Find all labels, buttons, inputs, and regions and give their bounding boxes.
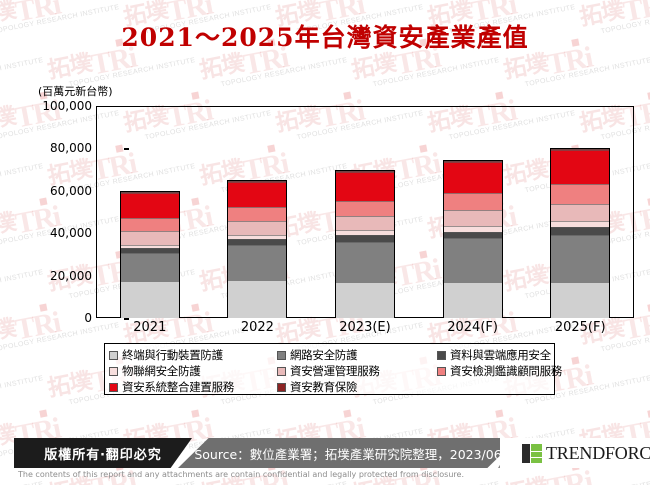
bar-segment[interactable] (336, 235, 394, 242)
y-axis-labels: 100,000 80,000 60,000 40,000 20,000 0 (28, 99, 129, 325)
source-note: Source：數位產業署；拓墣產業研究院整理，2023/06 (178, 438, 518, 468)
bar-segment[interactable] (443, 192, 502, 210)
legend-item-label: 資料與雲端應用安全 (450, 348, 551, 362)
x-axis-tick-label: 2024(F) (447, 320, 498, 335)
bar-segment[interactable] (443, 282, 502, 318)
bar-segment[interactable] (228, 182, 287, 207)
legend-swatch (437, 366, 446, 376)
bar-segment[interactable] (120, 191, 179, 193)
bar-segment[interactable] (336, 282, 394, 318)
bar-stack[interactable] (119, 190, 180, 318)
bar-segment[interactable] (228, 181, 287, 183)
legend-item[interactable]: 物聯網安全防護 (109, 363, 277, 379)
x-axis-tick-label: 2021 (133, 320, 167, 335)
disclaimer-text: The contents of this report and any atta… (18, 470, 464, 479)
legend-swatch (109, 350, 118, 360)
bar-segment[interactable] (443, 161, 502, 163)
legend-item[interactable]: 資安教育保險 (277, 379, 437, 395)
legend-item-label: 終端與行動裝置防護 (122, 348, 223, 362)
footer-band: 版權所有‧翻印必究 Source：數位產業署；拓墣產業研究院整理，2023/06… (0, 438, 650, 468)
bar-segment[interactable] (120, 282, 179, 318)
bar-segment[interactable] (551, 149, 610, 151)
bar-segment[interactable] (228, 238, 287, 245)
bar-segment[interactable] (228, 244, 287, 282)
bar-segment[interactable] (443, 238, 502, 283)
bar-segment[interactable] (336, 201, 394, 216)
legend-item[interactable]: 資料與雲端應用安全 (437, 347, 562, 363)
page-title: 2021～2025年台灣資安產業產值 (121, 23, 529, 52)
bar-segment[interactable] (336, 170, 394, 172)
bar-segment[interactable] (551, 184, 610, 204)
legend-swatch (437, 350, 446, 360)
legend-item-label: 資安教育保險 (290, 380, 358, 394)
bar-segment[interactable] (551, 203, 610, 221)
y-axis-tick-label: 40,000 (50, 226, 92, 241)
legend-swatch (109, 366, 118, 376)
legend-item-label: 資安檢測鑑識顧問服務 (450, 364, 562, 378)
x-axis-tick-label: 2022 (240, 320, 274, 335)
bar-segment[interactable] (443, 225, 502, 232)
legend-item-label: 資安營運管理服務 (290, 364, 380, 378)
y-axis-tick-mark (124, 148, 129, 150)
bar-segment[interactable] (551, 150, 610, 185)
bar-segment[interactable] (120, 230, 179, 246)
bar-segment[interactable] (336, 215, 394, 231)
bar-segment[interactable] (551, 283, 610, 318)
bar-segment[interactable] (228, 220, 287, 235)
bar-segment[interactable] (120, 192, 179, 218)
bar-segment[interactable] (443, 162, 502, 193)
bar-segment[interactable] (120, 217, 179, 231)
y-axis-tick-label: 0 (84, 311, 92, 325)
bar-segment[interactable] (551, 234, 610, 284)
bar-segment[interactable] (551, 227, 610, 235)
bar-segment[interactable] (120, 253, 179, 283)
chart-legend: 終端與行動裝置防護 網路安全防護 資料與雲端應用安全 物聯網安全防護 資安營運管理服務資… (104, 343, 562, 395)
bar-segment[interactable] (120, 247, 179, 254)
y-axis-tick-label: 80,000 (50, 141, 92, 156)
bar-segment[interactable] (228, 281, 287, 318)
brand-logo: TRENDFORCE (500, 438, 650, 468)
x-axis-tick-label: 2025(F) (554, 320, 606, 335)
bar-segment[interactable] (336, 241, 394, 283)
bar-stack[interactable] (227, 180, 288, 318)
bar-stack[interactable] (335, 169, 395, 318)
bar-stack[interactable] (442, 160, 503, 318)
y-axis-tick-mark (124, 318, 129, 320)
legend-item[interactable]: 資安檢測鑑識顧問服務 (437, 363, 562, 379)
brand-name: TRENDFORCE (546, 442, 650, 463)
bar-segment[interactable] (443, 209, 502, 226)
bar-stack[interactable] (550, 148, 611, 318)
x-axis-labels: 2021 2022 2023(E) 2024(F) 2025(F) (96, 320, 634, 342)
legend-swatch (109, 382, 118, 392)
bar-segment[interactable] (336, 171, 394, 202)
y-axis-tick-label: 60,000 (50, 183, 92, 198)
legend-item[interactable]: 網路安全防護 (277, 347, 437, 363)
y-axis-unit-caption: (百萬元新台幣) (38, 85, 113, 98)
legend-item[interactable]: 終端與行動裝置防護 (109, 347, 277, 363)
y-axis-tick-label: 20,000 (50, 268, 92, 283)
legend-item-label: 資安系統整合建置服務 (122, 380, 234, 394)
x-axis-tick-label: 2023(E) (339, 320, 391, 335)
bar-segment[interactable] (120, 245, 179, 248)
bar-segment[interactable] (228, 234, 287, 239)
y-axis-tick-label: 100,000 (42, 99, 92, 113)
legend-item-label: 網路安全防護 (290, 348, 358, 362)
copyright-notice: 版權所有‧翻印必究 (14, 438, 192, 468)
bar-segment[interactable] (443, 231, 502, 239)
bar-segment[interactable] (228, 206, 287, 221)
trendforce-logo-icon (522, 443, 542, 463)
legend-item-label: 物聯網安全防護 (122, 364, 201, 378)
bar-series-layer (96, 106, 634, 318)
legend-swatch (277, 350, 286, 360)
legend-swatch (277, 366, 286, 376)
legend-swatch (277, 382, 286, 392)
bar-segment[interactable] (551, 220, 610, 228)
bar-segment[interactable] (336, 230, 394, 236)
legend-item[interactable]: 資安營運管理服務 (277, 363, 437, 379)
legend-item[interactable]: 資安系統整合建置服務 (109, 379, 277, 395)
